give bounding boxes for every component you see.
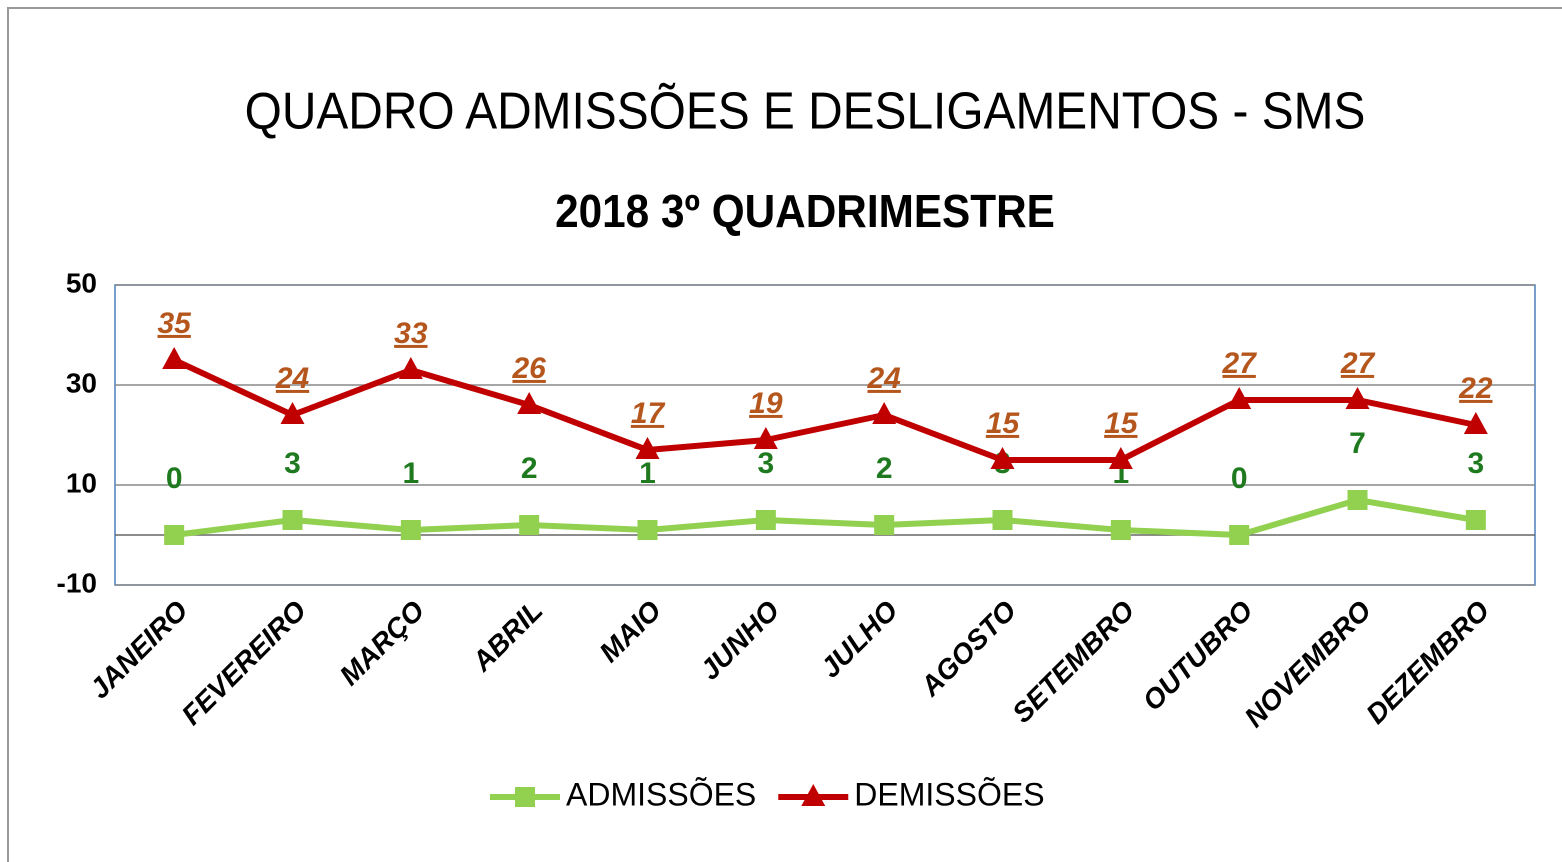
legend-marker bbox=[515, 787, 535, 807]
data-point bbox=[1347, 490, 1368, 510]
legend-marker bbox=[801, 784, 826, 806]
data-point bbox=[1463, 412, 1488, 434]
y-tick-label: 50 bbox=[66, 267, 97, 298]
data-label: 3 bbox=[1467, 447, 1484, 480]
series-line bbox=[172, 357, 1477, 463]
data-label: 1 bbox=[402, 457, 419, 490]
data-point bbox=[755, 510, 776, 530]
data-point bbox=[874, 515, 895, 535]
legend-label: ADMISSÕES bbox=[566, 776, 756, 812]
data-point bbox=[164, 525, 185, 545]
data-point bbox=[1345, 387, 1370, 409]
chart-subtitle: 2018 3º QUADRIMESTRE bbox=[555, 187, 1055, 238]
data-point bbox=[400, 520, 421, 540]
data-point bbox=[1465, 510, 1486, 530]
data-point bbox=[637, 520, 658, 540]
data-point bbox=[990, 447, 1015, 469]
data-point bbox=[519, 515, 540, 535]
data-point bbox=[398, 357, 423, 379]
data-label: 3 bbox=[284, 447, 301, 480]
data-point bbox=[872, 402, 897, 424]
data-point bbox=[282, 510, 303, 530]
data-label: 26 bbox=[511, 352, 546, 385]
data-label: 2 bbox=[876, 452, 893, 485]
chart-title: QUADRO ADMISSÕES E DESLIGAMENTOS - SMS bbox=[245, 82, 1366, 140]
data-point bbox=[517, 392, 542, 414]
data-label: 19 bbox=[749, 387, 783, 420]
data-label: 17 bbox=[631, 397, 666, 430]
y-tick-label: 10 bbox=[66, 467, 97, 498]
series-line bbox=[173, 497, 1477, 538]
data-label: 35 bbox=[157, 307, 192, 340]
data-label: 27 bbox=[1221, 347, 1257, 380]
y-tick-label: -10 bbox=[57, 567, 97, 598]
data-point bbox=[1110, 520, 1131, 540]
data-label: 0 bbox=[1231, 462, 1248, 495]
data-label: 7 bbox=[1349, 427, 1366, 460]
data-point bbox=[1227, 387, 1252, 409]
data-label: 27 bbox=[1340, 347, 1376, 380]
data-label: 15 bbox=[986, 407, 1021, 440]
data-label: 15 bbox=[1104, 407, 1139, 440]
data-label: 1 bbox=[639, 457, 656, 490]
legend-label: DEMISSÕES bbox=[854, 776, 1044, 812]
data-label: 33 bbox=[394, 317, 428, 350]
data-point bbox=[753, 427, 778, 449]
data-point bbox=[280, 402, 305, 424]
data-point bbox=[992, 510, 1013, 530]
data-point bbox=[1108, 447, 1133, 469]
data-point bbox=[1229, 525, 1250, 545]
y-tick-label: 30 bbox=[66, 367, 97, 398]
data-label: 0 bbox=[166, 462, 183, 495]
data-label: 24 bbox=[866, 362, 901, 395]
data-point bbox=[162, 347, 187, 369]
data-label: 24 bbox=[275, 362, 310, 395]
data-label: 3 bbox=[757, 447, 774, 480]
data-point bbox=[635, 437, 660, 459]
data-label: 2 bbox=[521, 452, 538, 485]
data-label: 22 bbox=[1458, 372, 1493, 405]
